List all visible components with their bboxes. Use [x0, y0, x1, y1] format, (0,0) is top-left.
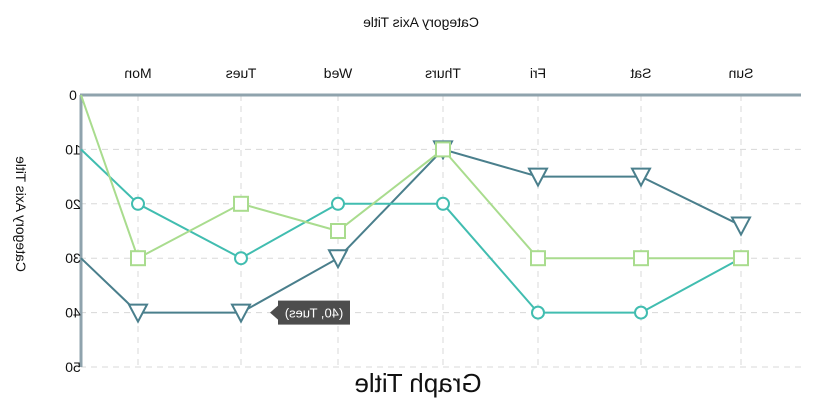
- series-triangle-down: [80, 140, 752, 324]
- data-point-square: [130, 250, 146, 267]
- y-tick-label: 30: [65, 250, 81, 266]
- series-square: [80, 94, 749, 267]
- data-point-square: [530, 250, 546, 267]
- y-tick-label: 0: [69, 87, 77, 103]
- y-tick-label: 40: [65, 305, 81, 321]
- data-point-square: [633, 250, 649, 267]
- data-point-triangle: [127, 303, 149, 324]
- data-point-circle: [234, 251, 248, 266]
- data-point-circle: [436, 196, 450, 211]
- tooltip-arrow: [270, 305, 278, 320]
- labels: Graph Title Category Axis Title Category…: [13, 14, 753, 398]
- data-point-triangle: [327, 249, 349, 270]
- y-tick-label: 50: [65, 359, 81, 375]
- tooltip: (40, Tues): [270, 300, 350, 325]
- chart-title: Graph Title: [354, 368, 481, 398]
- data-point-triangle: [230, 303, 252, 324]
- data-point-circle: [331, 196, 345, 211]
- x-tick-label: Mon: [124, 65, 151, 81]
- y-tick-label: 10: [65, 141, 81, 157]
- data-point-circle: [531, 305, 545, 320]
- data-point-square: [435, 141, 451, 158]
- x-tick-label: Tues: [226, 65, 257, 81]
- y-tick-label: 20: [65, 196, 81, 212]
- data-point-triangle: [730, 216, 752, 237]
- tooltip-text: (40, Tues): [285, 306, 344, 321]
- x-tick-label: Sun: [729, 65, 754, 81]
- series-layer: [80, 94, 752, 324]
- data-point-triangle: [630, 167, 652, 188]
- x-tick-label: Wed: [324, 65, 353, 81]
- data-point-circle: [131, 196, 145, 211]
- data-point-square: [330, 223, 346, 239]
- x-tick-label: Thurs: [425, 65, 461, 81]
- axes: [79, 93, 801, 367]
- tooltip-background: [278, 300, 350, 325]
- data-point-triangle: [527, 167, 549, 188]
- x-axis-title: Category Axis Title: [363, 14, 479, 30]
- data-point-square: [733, 250, 749, 267]
- data-point-square: [233, 195, 249, 212]
- y-axis-title: Category Axis Title: [13, 156, 29, 272]
- x-tick-label: Fri: [530, 65, 546, 81]
- data-point-circle: [634, 305, 648, 320]
- tooltip-box: (40, Tues): [270, 300, 350, 325]
- series-line: [80, 148, 742, 314]
- series-line: [80, 94, 741, 260]
- x-tick-label: Sat: [630, 65, 651, 81]
